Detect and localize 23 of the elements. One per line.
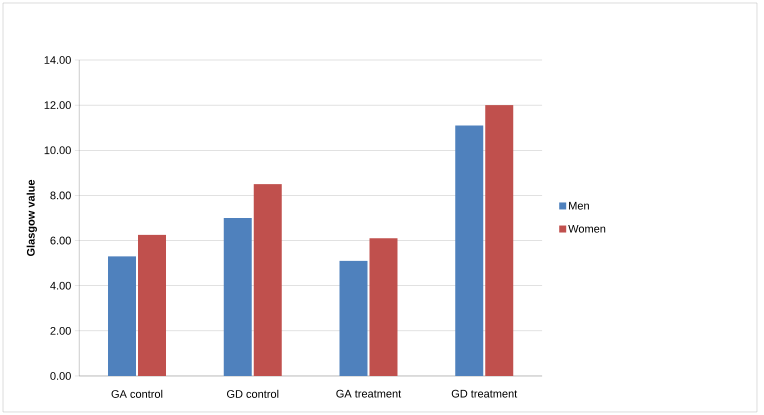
legend-label: Men [569,202,589,210]
y-tick-label: 6.00 [50,236,71,244]
y-tick-label: 2.00 [50,326,71,335]
y-tick-label: 12.00 [44,101,71,110]
x-tick-label: GA treatment [336,390,402,398]
bar [224,218,252,376]
y-tick-label: 10.00 [44,146,71,154]
y-axis-title: Glasgow value [26,180,37,256]
bar [138,234,166,376]
bar [108,256,136,376]
bar [370,238,398,376]
legend-label: Women [568,225,606,233]
y-tick-label: 0.00 [50,372,71,380]
bar [254,184,282,376]
y-tick-label: 4.00 [50,282,71,290]
bar [455,125,484,376]
y-tick-label: 8.00 [50,192,71,200]
x-tick-label: GD treatment [452,390,518,398]
x-tick-label: GA control [112,390,162,398]
bar [340,260,368,376]
y-tick-label: 14.00 [44,56,71,64]
x-tick-label: GD control [227,390,278,398]
bar [485,105,514,376]
